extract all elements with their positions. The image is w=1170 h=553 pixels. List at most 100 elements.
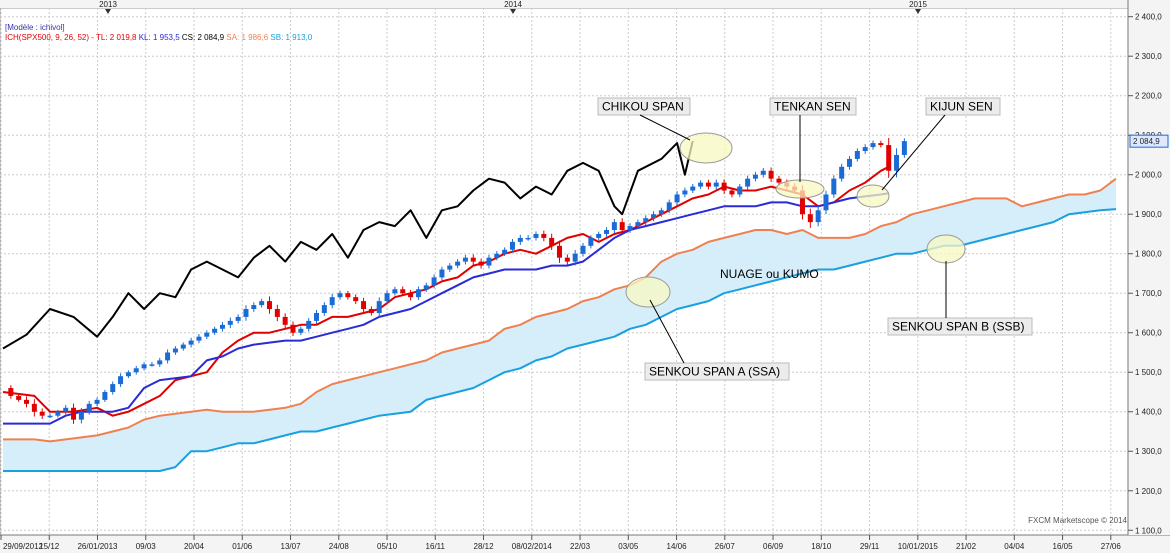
- callout-4: SENKOU SPAN B (SSB): [887, 261, 1033, 336]
- candle-body: [901, 141, 907, 155]
- x-tick-label: 14/06: [667, 542, 688, 551]
- callout-text: SENKOU SPAN A (SSA): [649, 365, 780, 379]
- candle-body: [862, 147, 868, 152]
- highlight-ellipse: [926, 234, 966, 264]
- callout-text: KIJUN SEN: [930, 100, 993, 114]
- candle-body: [86, 403, 92, 412]
- y-axis-band: [1128, 0, 1170, 535]
- kijun-line: [3, 192, 889, 425]
- candle-body: [376, 301, 382, 313]
- callout-box: [769, 97, 857, 116]
- y-tick-label: 1 300,0: [1135, 447, 1162, 456]
- x-tick-label: 06/09: [763, 542, 784, 551]
- candle-body: [415, 289, 421, 298]
- callout-text: CHIKOU SPAN: [602, 100, 684, 114]
- y-tick-label: 1 400,0: [1135, 408, 1162, 417]
- candle-body: [227, 320, 233, 325]
- candle-body: [219, 324, 225, 329]
- candle-body: [78, 411, 84, 420]
- candle-body: [807, 214, 813, 223]
- candle-body: [188, 340, 194, 345]
- candle-body: [392, 289, 398, 294]
- candle-body: [494, 253, 500, 258]
- candle-body: [533, 233, 539, 238]
- candle-body: [149, 364, 155, 366]
- candle-body: [462, 257, 468, 262]
- candle-body: [102, 391, 108, 400]
- year-label: 2015: [909, 0, 927, 9]
- x-tick-label: 18/10: [811, 542, 832, 551]
- candle-body: [799, 190, 805, 215]
- legend-item: TL: 2 019,8: [94, 33, 137, 42]
- candle-body: [682, 190, 688, 195]
- candle-body: [525, 237, 531, 240]
- candle-body: [517, 237, 523, 242]
- candle-body: [423, 285, 429, 290]
- callout-1: TENKAN SEN: [769, 97, 857, 182]
- tenkan-line: [2, 165, 890, 417]
- x-tick-label: 24/08: [329, 542, 350, 551]
- candle-body: [894, 154, 900, 171]
- callout-2: KIJUN SEN: [881, 97, 1001, 191]
- year-marker: [105, 9, 111, 14]
- candle-body: [290, 324, 296, 333]
- candle-body: [31, 403, 37, 412]
- candle-body: [643, 218, 649, 223]
- x-tick-label: 09/03: [136, 542, 157, 551]
- candle-body: [768, 170, 774, 179]
- callout-leader: [649, 299, 685, 364]
- candle-body: [235, 316, 241, 321]
- x-tick-label: 27/06: [1101, 542, 1122, 551]
- candle-body: [345, 293, 351, 298]
- candle-body: [815, 210, 821, 223]
- legend-item: SB: 1 913,0: [268, 33, 313, 42]
- x-tick-label: 29/09/2012: [3, 542, 44, 551]
- y-tick-label: 1 800,0: [1135, 250, 1162, 259]
- candle-body: [627, 226, 633, 231]
- candle-body: [94, 399, 100, 404]
- cloud-fill: [3, 178, 1116, 471]
- candle-body: [854, 151, 860, 159]
- candle-body: [549, 237, 555, 246]
- candle-body: [721, 182, 727, 191]
- candle-body: [611, 222, 617, 231]
- candle-body: [705, 182, 711, 187]
- candle-body: [314, 312, 320, 321]
- candle-body: [24, 399, 30, 404]
- watermark: FXCM Marketscope © 2014: [1028, 516, 1127, 525]
- x-tick-label: 20/04: [184, 542, 205, 551]
- indicator-legend: ICH(SPX500, 9, 26, 52) - TL: 2 019,8 KL:…: [5, 33, 313, 42]
- candle-body: [321, 305, 327, 313]
- candle-body: [604, 230, 610, 234]
- candle-body: [266, 301, 272, 310]
- x-tick-label: 10/01/2015: [898, 542, 939, 551]
- y-tick-label: 1 900,0: [1135, 210, 1162, 219]
- candle-body: [196, 336, 202, 341]
- candle-body: [870, 143, 876, 148]
- y-tick-label: 1 700,0: [1135, 289, 1162, 298]
- annotation-callouts: CHIKOU SPAN TENKAN SEN KIJUN SEN NUAGE ou K…: [597, 97, 1033, 381]
- candle-body: [16, 395, 22, 400]
- candle-body: [400, 289, 406, 294]
- model-label: [Modèle : ichivol]: [5, 23, 65, 32]
- candle-body: [337, 293, 343, 298]
- callout-box: [887, 317, 1033, 336]
- candle-body: [71, 407, 77, 420]
- y-tick-label: 2 000,0: [1135, 171, 1162, 180]
- year-band: [0, 0, 1128, 8]
- candle-body: [847, 158, 853, 167]
- candle-body: [353, 297, 359, 302]
- callout-box: [925, 97, 1001, 116]
- candle-body: [133, 368, 139, 373]
- candle-body: [165, 352, 171, 361]
- candle-body: [478, 261, 484, 266]
- candle-body: [878, 143, 884, 146]
- candle-body: [63, 407, 69, 412]
- callout-box: [597, 97, 691, 116]
- candle-body: [713, 182, 719, 187]
- chikou-line: [2, 140, 694, 350]
- price-tag-box: [1129, 134, 1169, 148]
- year-label: 2014: [504, 0, 522, 9]
- candle-body: [509, 241, 515, 250]
